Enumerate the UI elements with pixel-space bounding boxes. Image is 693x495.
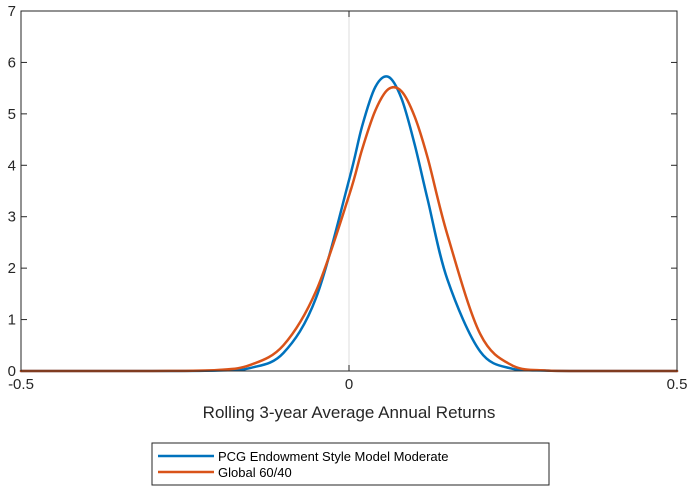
y-tick-label-6: 6 [8, 54, 16, 71]
y-tick-label-5: 5 [8, 106, 16, 123]
legend: PCG Endowment Style Model Moderate Globa… [151, 442, 550, 486]
x-tick-label-1: 0 [345, 376, 353, 393]
series-lines [19, 75, 679, 373]
y-tick-label-0: 0 [8, 363, 16, 380]
legend-box [151, 442, 550, 486]
x-tick-label-2: 0.5 [667, 376, 688, 393]
y-tick-label-3: 3 [8, 209, 16, 226]
x-axis-title: Rolling 3-year Average Annual Returns [203, 403, 496, 422]
y-tick-label-1: 1 [8, 312, 16, 329]
series-line-2 [19, 85, 679, 373]
y-tick-label-7: 7 [8, 3, 16, 20]
legend-label-series-2: Global 60/40 [218, 465, 292, 480]
x-tick-label-0: -0.5 [8, 376, 34, 393]
axis-ticks [20, 10, 678, 372]
legend-label-series-1: PCG Endowment Style Model Moderate [218, 449, 449, 464]
y-tick-label-2: 2 [8, 260, 16, 277]
series-line-1 [19, 75, 679, 373]
y-tick-label-4: 4 [8, 157, 16, 174]
